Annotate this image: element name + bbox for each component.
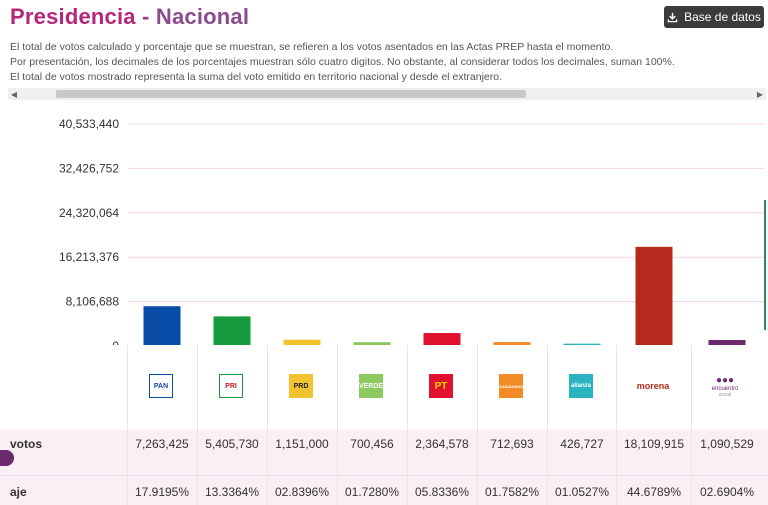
title-main: Presidencia (10, 4, 136, 29)
party-logo-morena: morena (636, 373, 670, 399)
results-table: PAN PRI PRD VERDE PT CIUDADANO alianza m… (0, 345, 768, 505)
column-divider (127, 345, 128, 505)
note-line-2: Por presentación, los decimales de los p… (10, 56, 675, 68)
morena-icon: morena (636, 381, 670, 391)
votes-row: votos 7,263,425 5,405,730 1,151,000 700,… (0, 430, 768, 475)
party-logo-pan: PAN (146, 373, 176, 399)
votes-cell: 712,693 (490, 437, 534, 451)
database-button[interactable]: Base de datos (664, 6, 764, 28)
bar-pt[interactable] (423, 333, 461, 346)
note-line-3: El total de votos mostrado representa la… (10, 71, 503, 83)
mc-logo-text: CIUDADANO (498, 383, 524, 389)
chart-svg: 0 8,106,688 16,213,376 24,320,064 32,426,752… (59, 117, 764, 350)
column-divider (267, 345, 268, 505)
column-divider (197, 345, 198, 505)
column-divider (616, 345, 617, 505)
percentage-cell: 01.7582% (484, 485, 540, 499)
party-logo-na: alianza (566, 373, 596, 399)
pri-logo-text: PRI (225, 382, 237, 390)
side-strip (764, 200, 766, 330)
bar-encuentro-social[interactable] (708, 340, 746, 346)
percentage-cell: 17.9195% (134, 485, 190, 499)
pes-logo-subtext: social (718, 391, 732, 398)
party-logo-pri: PRI (216, 373, 246, 399)
row-marker (0, 450, 14, 466)
mc-icon: CIUDADANO (499, 374, 523, 398)
percentage-cell: 02.6904% (699, 485, 755, 499)
y-tick-label: 8,106,688 (66, 295, 120, 309)
title-separator: - (142, 4, 150, 29)
votes-cell: 700,456 (350, 437, 394, 451)
y-tick-label: 40,533,440 (59, 117, 119, 131)
column-divider (337, 345, 338, 505)
votes-bar-chart: 0 8,106,688 16,213,376 24,320,064 32,426,752… (0, 100, 768, 350)
party-logo-verde: VERDE (356, 373, 386, 399)
logos-row: PAN PRI PRD VERDE PT CIUDADANO alianza m… (0, 345, 768, 430)
votes-row-label: votos (10, 437, 43, 451)
database-button-label: Base de datos (684, 10, 761, 24)
percentage-cell: 05.8336% (414, 485, 470, 499)
pan-logo-text: PAN (153, 382, 169, 390)
percentage-cell: 13.3364% (204, 485, 260, 499)
votes-cell: 1,090,529 (700, 437, 754, 451)
note-line-1: El total de votos calculado y porcentaje… (10, 41, 614, 53)
bar-morena[interactable] (635, 246, 673, 346)
na-icon: alianza (569, 374, 593, 398)
votes-cell: 18,109,915 (623, 437, 685, 451)
pri-icon: PRI (219, 374, 243, 398)
column-divider (691, 345, 692, 505)
scrollbar-thumb[interactable] (56, 90, 526, 98)
column-divider (477, 345, 478, 505)
title-sub: Nacional (155, 4, 250, 29)
y-tick-label: 16,213,376 (59, 250, 119, 264)
pes-icon: ●●● (715, 374, 735, 386)
prd-logo-text: PRD (293, 382, 309, 390)
download-icon (667, 12, 678, 22)
votes-cell: 5,405,730 (205, 437, 259, 451)
percentage-row: aje 17.9195% 13.3364% 02.8396% 01.7280% … (0, 475, 768, 505)
chevron-right-icon[interactable]: ▶ (756, 89, 764, 99)
na-logo-text: alianza (570, 383, 591, 389)
bar-pan[interactable] (143, 306, 181, 346)
party-logo-pt: PT (426, 373, 456, 399)
column-divider (407, 345, 408, 505)
percentage-cell: 01.7280% (344, 485, 400, 499)
votes-cell: 7,263,425 (135, 437, 189, 451)
bar-prd[interactable] (283, 339, 321, 346)
verde-logo-text: VERDE (358, 382, 384, 390)
bar-nueva-alianza[interactable] (563, 343, 601, 346)
y-tick-label: 32,426,752 (59, 161, 119, 175)
votes-cell: 2,364,578 (415, 437, 469, 451)
votes-cell: 426,727 (560, 437, 604, 451)
page-title: Presidencia - Nacional (10, 4, 249, 30)
y-tick-label: 24,320,064 (59, 206, 119, 220)
horizontal-scrollbar[interactable]: ◀ ▶ (8, 88, 766, 100)
percentage-cell: 01.0527% (554, 485, 610, 499)
y-tick-label: 0 (112, 339, 119, 350)
chevron-left-icon[interactable]: ◀ (10, 89, 18, 99)
bar-verde[interactable] (353, 342, 391, 346)
pt-icon: PT (429, 374, 453, 398)
party-logo-mc: CIUDADANO (496, 373, 526, 399)
party-logo-prd: PRD (286, 373, 316, 399)
votes-cell: 1,151,000 (275, 437, 329, 451)
bar-pri[interactable] (213, 316, 251, 346)
bar-movimiento-ciudadano[interactable] (493, 342, 531, 346)
percentage-cell: 44.6789% (626, 485, 682, 499)
percentage-cell: 02.8396% (274, 485, 330, 499)
party-logo-pes: ●●● encuentro social (710, 373, 740, 399)
pes-logo-text: encuentro (711, 385, 739, 392)
column-divider (547, 345, 548, 505)
prd-icon: PRD (289, 374, 313, 398)
percentage-row-label: aje (10, 485, 27, 499)
pan-icon: PAN (149, 374, 173, 398)
pt-logo-text: PT (434, 380, 448, 392)
verde-icon: VERDE (359, 374, 383, 398)
